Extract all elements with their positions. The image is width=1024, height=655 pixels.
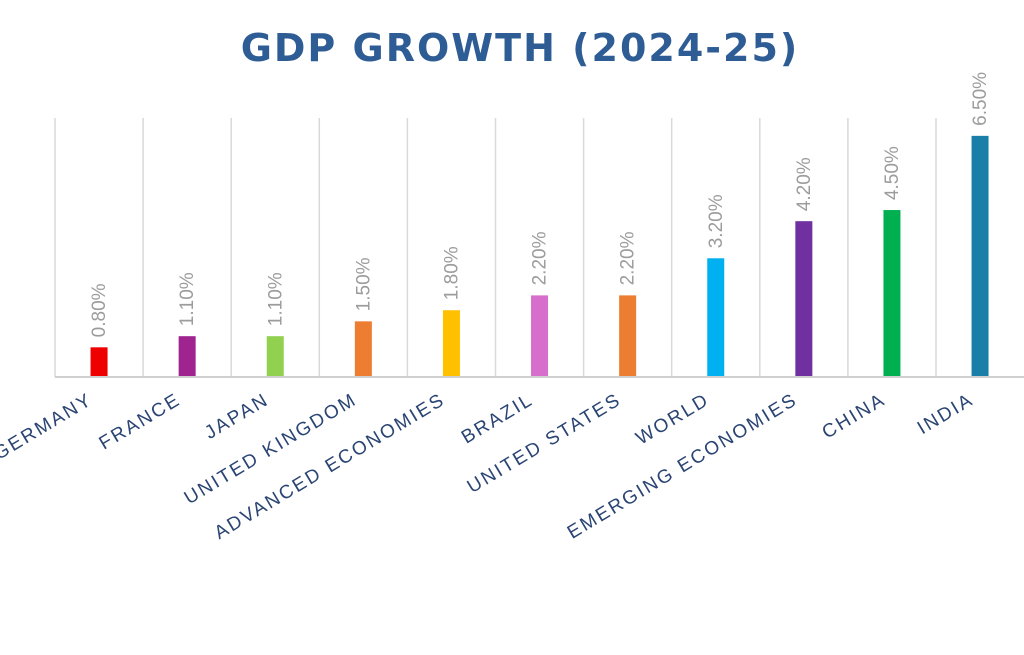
category-label-france: FRANCE	[96, 389, 185, 454]
category-label-japan: JAPAN	[201, 389, 273, 443]
category-label-world: WORLD	[632, 389, 713, 449]
bar-france	[178, 336, 196, 377]
value-label-japan: 1.10%	[265, 272, 286, 326]
category-label-germany: GERMANY	[0, 389, 97, 464]
bar-china	[883, 210, 901, 377]
bar-germany	[90, 347, 108, 377]
value-label-world: 3.20%	[706, 194, 727, 248]
value-label-advanced-economies: 1.80%	[441, 246, 462, 300]
bar-japan	[266, 336, 284, 377]
value-label-india: 6.50%	[970, 72, 991, 126]
value-label-china: 4.50%	[882, 146, 903, 200]
bar-advanced-economies	[442, 310, 460, 377]
bar-united-kingdom	[354, 321, 372, 377]
value-label-united-kingdom: 1.50%	[353, 257, 374, 311]
category-label-china: CHINA	[819, 389, 890, 443]
value-label-brazil: 2.20%	[530, 231, 551, 285]
bar-emerging-economies	[795, 221, 813, 377]
bar-brazil	[531, 295, 549, 377]
category-label-united-states: UNITED STATES	[464, 389, 625, 497]
value-label-united-states: 2.20%	[618, 231, 639, 285]
value-label-emerging-economies: 4.20%	[794, 157, 815, 211]
category-label-india: INDIA	[914, 389, 978, 439]
value-label-germany: 0.80%	[89, 283, 110, 337]
category-label-brazil: BRAZIL	[458, 389, 537, 448]
bar-world	[707, 258, 725, 377]
value-label-france: 1.10%	[177, 272, 198, 326]
bar-united-states	[619, 295, 637, 377]
bar-india	[971, 135, 989, 377]
chart-title: GDP GROWTH (2024-25)	[240, 26, 800, 70]
